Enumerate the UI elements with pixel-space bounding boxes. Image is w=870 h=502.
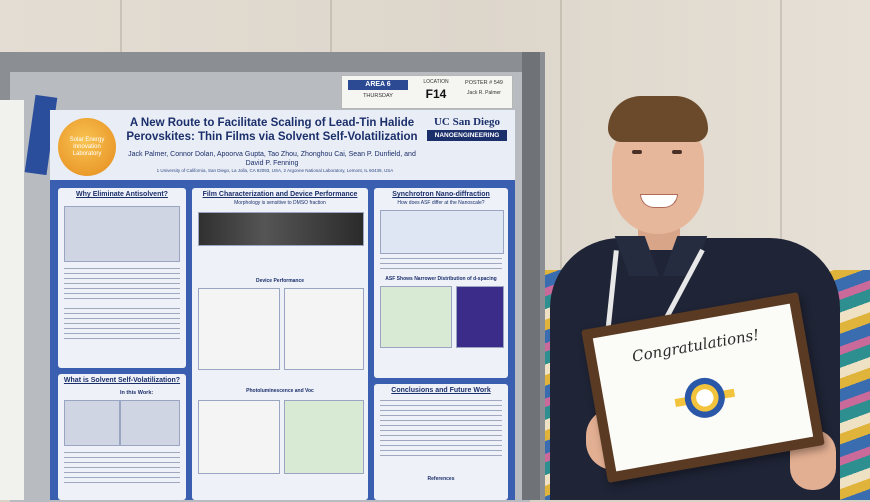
self-volatilization-section: What is Solvent Self-Volatilization? In … bbox=[58, 374, 186, 500]
research-poster: Solar Energy Innovation Laboratory A New… bbox=[50, 110, 515, 500]
placard-poster-number: POSTER # 549 bbox=[465, 80, 503, 86]
ucsd-logo: UC San Diego NANOENGINEERING bbox=[427, 116, 507, 141]
placard-location: F14 bbox=[425, 87, 447, 101]
placard-area: AREA 6 bbox=[348, 80, 408, 90]
synchrotron-section: Synchrotron Nano-diffraction How does AS… bbox=[374, 188, 508, 378]
poster-header: Solar Energy Innovation Laboratory A New… bbox=[50, 110, 515, 180]
adjacent-poster-edge bbox=[0, 100, 24, 500]
department-name: NANOENGINEERING bbox=[427, 130, 507, 141]
placard-presenter: Jack R. Palmer bbox=[467, 90, 501, 96]
wall-seam bbox=[560, 0, 562, 280]
process-figure bbox=[64, 400, 120, 446]
text-block bbox=[380, 400, 502, 460]
asf-question: How does ASF differ at the Nanoscale? bbox=[397, 200, 485, 206]
text-block bbox=[64, 308, 180, 342]
lab-logo: Solar Energy Innovation Laboratory bbox=[58, 118, 116, 176]
section-heading: What is Solvent Self-Volatilization? bbox=[63, 377, 181, 384]
voc-bar-plot bbox=[284, 400, 364, 474]
antisolvent-figure bbox=[64, 206, 180, 262]
placard-day: THURSDAY bbox=[363, 93, 393, 99]
jv-curve-plot bbox=[198, 288, 280, 370]
characterization-section: Film Characterization and Device Perform… bbox=[192, 188, 368, 500]
device-heading: Device Performance bbox=[255, 278, 305, 284]
poster-authors: Jack Palmer, Connor Dolan, Apoorva Gupta… bbox=[128, 151, 416, 167]
pl-heading: Photoluminescence and Voc bbox=[246, 388, 314, 394]
certificate-text: Congratulations! bbox=[630, 325, 761, 366]
eye bbox=[672, 150, 682, 154]
work-label: In this Work: bbox=[120, 390, 154, 396]
text-block bbox=[64, 452, 180, 486]
morphology-caption: Morphology is sensitive to DMSO fraction bbox=[234, 200, 326, 206]
asf-distribution-heading: ASF Shows Narrower Distribution of d-spa… bbox=[385, 276, 497, 282]
section-heading: Film Characterization and Device Perform… bbox=[202, 191, 358, 198]
conclusions-section: Conclusions and Future Work References bbox=[374, 384, 508, 500]
xrd-plot bbox=[284, 288, 364, 370]
placard-location-label: LOCATION bbox=[423, 79, 449, 85]
schematic-figure bbox=[120, 400, 180, 446]
text-block bbox=[380, 258, 502, 272]
d-spacing-histogram bbox=[380, 286, 452, 348]
nanodiffraction-setup bbox=[380, 210, 504, 254]
institution-name: UC San Diego bbox=[433, 116, 500, 128]
section-heading: Synchrotron Nano-diffraction bbox=[392, 191, 490, 198]
wall-seam bbox=[780, 0, 782, 280]
antisolvent-section: Why Eliminate Antisolvent? bbox=[58, 188, 186, 368]
pl-plot bbox=[198, 400, 280, 474]
sem-images bbox=[198, 212, 364, 246]
text-block bbox=[64, 268, 180, 302]
section-heading: Why Eliminate Antisolvent? bbox=[76, 191, 168, 198]
location-placard: AREA 6 THURSDAY LOCATION F14 POSTER # 54… bbox=[341, 75, 513, 109]
award-seal-icon bbox=[681, 374, 728, 422]
references-heading: References bbox=[427, 476, 455, 482]
poster-affiliation: 1 University of California, San Diego, L… bbox=[156, 168, 394, 173]
eye bbox=[632, 150, 642, 154]
board-post bbox=[522, 52, 540, 500]
certificate: Congratulations! bbox=[592, 303, 814, 472]
diffraction-maps bbox=[456, 286, 504, 348]
section-heading: Conclusions and Future Work bbox=[391, 387, 491, 394]
hair bbox=[608, 96, 708, 142]
poster-title: A New Route to Facilitate Scaling of Lea… bbox=[126, 117, 418, 143]
